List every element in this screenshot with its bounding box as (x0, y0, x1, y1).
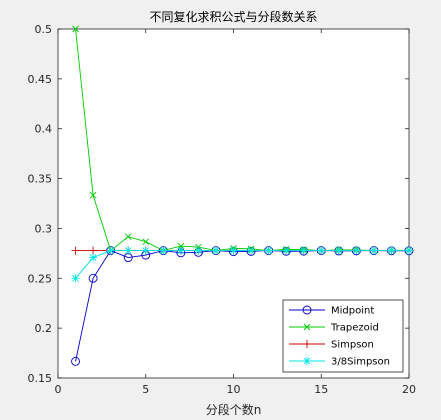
legend-marker (302, 305, 312, 315)
data-point (247, 246, 256, 255)
x-tick-label: 0 (55, 383, 62, 396)
legend: Midpoint Trapezoid Simpson 3/8Simpson (282, 299, 404, 373)
data-point (317, 246, 326, 255)
legend-label: 3/8Simpson (331, 357, 390, 368)
legend-marker (303, 340, 311, 348)
y-tick-label: 0.15 (28, 372, 53, 385)
x-tick-label: 20 (402, 383, 416, 396)
y-tick-label: 0.25 (28, 272, 53, 285)
series-3-8simpson (71, 246, 413, 283)
data-point (229, 246, 238, 255)
legend-label: Simpson (331, 340, 374, 351)
legend-entry: Trapezoid (289, 323, 379, 334)
data-point (352, 246, 361, 255)
data-point (299, 246, 308, 255)
data-point (194, 246, 203, 255)
x-axis-label: 分段个数n (206, 402, 262, 417)
data-point (334, 246, 343, 255)
data-point (387, 246, 396, 255)
legend-entry: 3/8Simpson (289, 357, 390, 368)
data-point (264, 246, 273, 255)
legend-entry: Midpoint (289, 306, 374, 317)
legend-marker (303, 323, 311, 331)
legend-box (282, 299, 404, 373)
data-point (405, 246, 413, 255)
data-point (282, 246, 291, 255)
data-point (369, 246, 378, 255)
data-point (72, 25, 79, 33)
legend-entry: Simpson (289, 340, 374, 351)
data-point (124, 233, 132, 241)
data-point (89, 246, 98, 255)
data-point (142, 238, 150, 246)
y-tick-label: 0.35 (28, 173, 53, 186)
x-tick-label: 15 (314, 383, 328, 396)
y-tick-label: 0.45 (28, 73, 53, 86)
data-point (211, 246, 220, 255)
chart-title: 不同复化求积公式与分段数关系 (149, 9, 317, 24)
y-tick-label: 0.2 (35, 322, 53, 335)
data-point (89, 191, 97, 199)
data-point (88, 273, 98, 283)
data-point (89, 253, 98, 262)
data-point (176, 246, 185, 255)
legend-marker (303, 357, 311, 365)
data-point (71, 246, 80, 255)
y-tick-label: 0.3 (35, 222, 53, 235)
y-tick-label: 0.4 (35, 123, 53, 136)
data-point (124, 246, 133, 255)
y-tick-label: 0.5 (35, 23, 53, 36)
data-point (159, 246, 168, 255)
data-point (71, 356, 81, 366)
series-layer (71, 25, 414, 366)
series-line (75, 28, 409, 252)
data-point (141, 246, 150, 255)
legend-label: Trapezoid (330, 323, 379, 334)
axis-ticks: 0 5 10 15 20 0.15 0.2 0.25 0.3 0.35 0.4 0.45 0.5 (28, 23, 417, 396)
x-tick-label: 10 (227, 383, 241, 396)
x-tick-label: 5 (142, 383, 149, 396)
legend-label: Midpoint (331, 306, 374, 317)
data-point (106, 246, 115, 255)
data-point (71, 274, 80, 283)
